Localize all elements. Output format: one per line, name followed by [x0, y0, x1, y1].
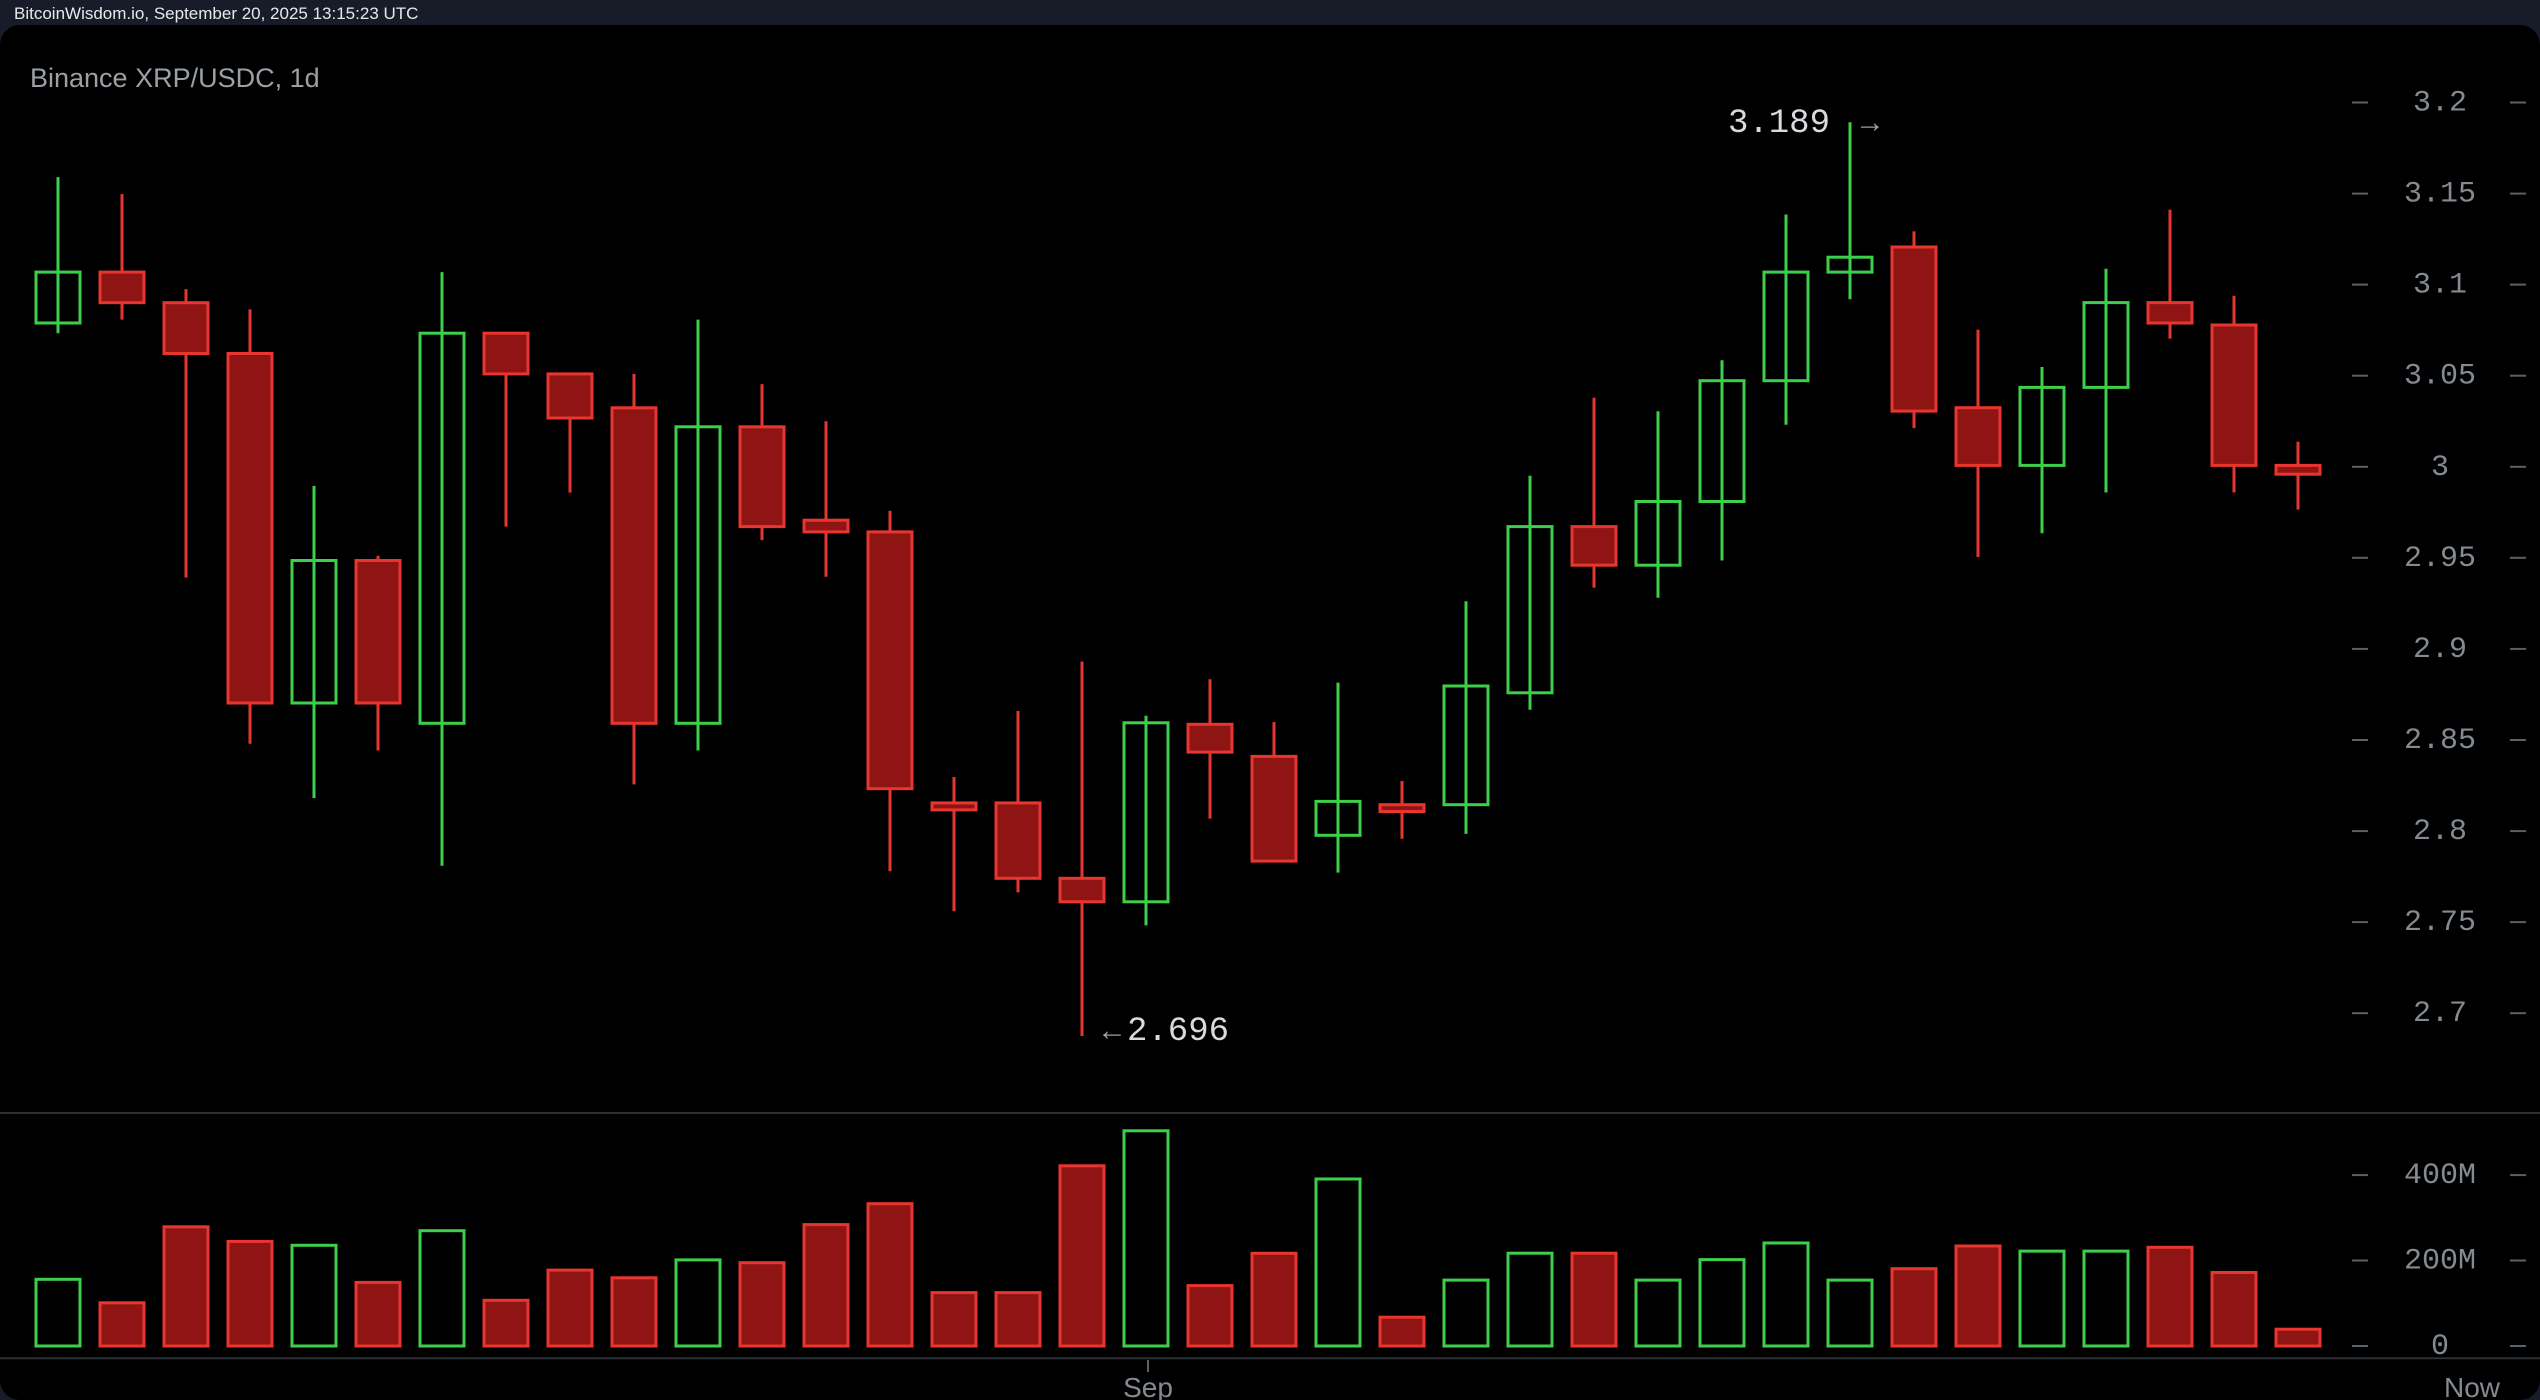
svg-text:3.1: 3.1	[2413, 269, 2467, 303]
svg-text:3.15: 3.15	[2404, 178, 2476, 212]
svg-text:3.2: 3.2	[2413, 87, 2467, 121]
svg-text:2.8: 2.8	[2413, 815, 2467, 849]
svg-text:2.75: 2.75	[2404, 906, 2476, 940]
svg-text:←: ←	[1097, 1014, 1127, 1047]
svg-text:2.85: 2.85	[2404, 724, 2476, 758]
svg-text:3.189: 3.189	[1728, 105, 1830, 143]
svg-text:3: 3	[2431, 451, 2449, 485]
svg-text:2.95: 2.95	[2404, 542, 2476, 576]
svg-text:Now: Now	[2444, 1372, 2501, 1400]
svg-text:2.9: 2.9	[2413, 633, 2467, 667]
svg-text:2.7: 2.7	[2413, 997, 2467, 1031]
svg-text:400M: 400M	[2404, 1159, 2476, 1193]
svg-text:200M: 200M	[2404, 1245, 2476, 1279]
svg-text:→: →	[1855, 106, 1885, 139]
svg-text:3.05: 3.05	[2404, 360, 2476, 394]
svg-text:2.696: 2.696	[1127, 1013, 1229, 1051]
svg-text:Sep: Sep	[1123, 1372, 1173, 1400]
